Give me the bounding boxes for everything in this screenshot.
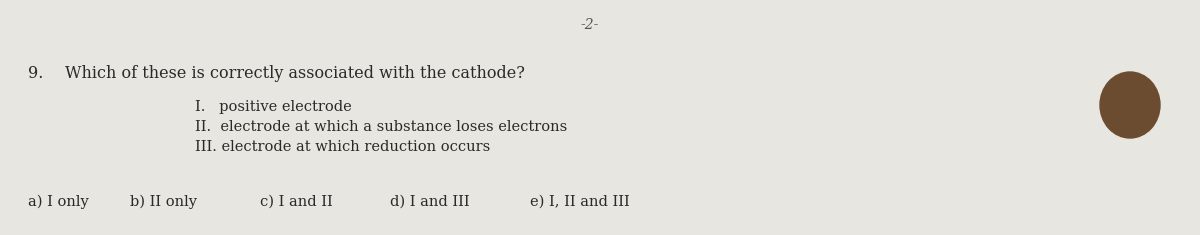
Text: II.  electrode at which a substance loses electrons: II. electrode at which a substance loses… xyxy=(194,120,568,134)
Text: d) I and III: d) I and III xyxy=(390,195,469,209)
Text: III. electrode at which reduction occurs: III. electrode at which reduction occurs xyxy=(194,140,491,154)
Text: c) I and II: c) I and II xyxy=(260,195,332,209)
Text: Which of these is correctly associated with the cathode?: Which of these is correctly associated w… xyxy=(65,65,524,82)
Text: 9.: 9. xyxy=(28,65,43,82)
Text: -2-: -2- xyxy=(581,18,599,32)
Ellipse shape xyxy=(1100,72,1160,138)
Text: I.   positive electrode: I. positive electrode xyxy=(194,100,352,114)
Text: b) II only: b) II only xyxy=(130,195,197,209)
Text: a) I only: a) I only xyxy=(28,195,89,209)
Text: e) I, II and III: e) I, II and III xyxy=(530,195,630,209)
